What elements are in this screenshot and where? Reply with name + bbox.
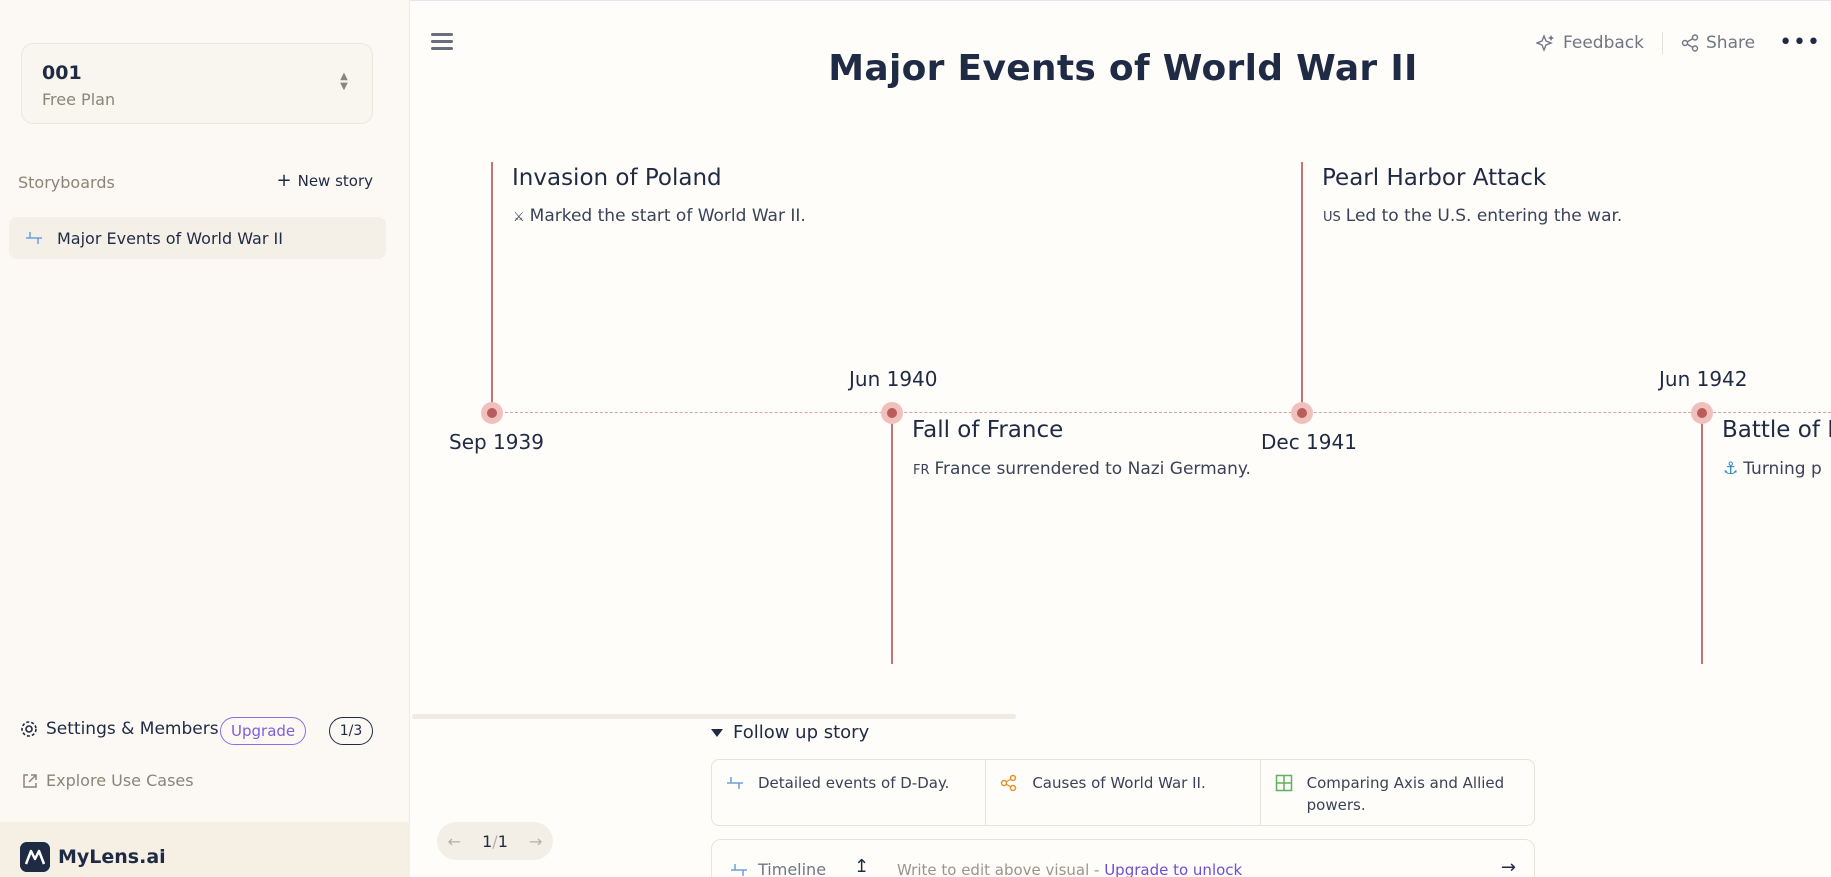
follow-up-card[interactable]: Causes of World War II. — [986, 760, 1261, 825]
upgrade-link[interactable]: Upgrade to unlock — [1104, 861, 1243, 877]
chevron-up-down-icon: ▲ ▼ — [340, 71, 348, 92]
settings-label: Settings & Members — [46, 719, 219, 739]
timeline-node[interactable] — [1691, 402, 1713, 424]
top-divider — [410, 0, 1831, 4]
plan-switcher[interactable]: 001 Free Plan ▲ ▼ — [21, 43, 373, 124]
settings-members-button[interactable]: Settings & Members — [20, 719, 219, 739]
sidebar-item-story[interactable]: Major Events of World War II — [9, 217, 386, 259]
follow-up-card[interactable]: Comparing Axis and Allied powers. — [1261, 760, 1534, 825]
event-date: Jun 1940 — [849, 367, 938, 391]
hamburger-menu-icon[interactable] — [431, 33, 453, 51]
timeline-icon — [26, 232, 42, 244]
network-icon — [1001, 774, 1017, 792]
page-navigator: ← 1/1 → — [437, 822, 553, 860]
explore-use-cases-link[interactable]: Explore Use Cases — [22, 771, 194, 790]
plus-icon: + — [276, 170, 292, 191]
grid-icon — [1275, 774, 1292, 792]
upload-icon[interactable]: ↥ — [854, 856, 870, 877]
event-title[interactable]: Fall of France — [912, 417, 1064, 443]
follow-up-card-label: Causes of World War II. — [1032, 774, 1206, 792]
storyboards-heading: Storyboards — [18, 173, 115, 192]
edit-input-bar[interactable]: Timeline ↥ Write to edit above visual - … — [711, 839, 1535, 877]
anchor-icon: ⚓ — [1723, 459, 1739, 479]
brand-footer: MyLens.ai — [0, 822, 410, 877]
explore-label: Explore Use Cases — [46, 771, 194, 790]
follow-up-cards: Detailed events of D-Day. Causes of Worl… — [711, 759, 1535, 826]
send-arrow-icon[interactable]: → — [1500, 857, 1516, 877]
action-divider — [1662, 31, 1663, 54]
event-description: FR France surrendered to Nazi Germany. — [913, 459, 1251, 479]
arrow-right-icon[interactable]: → — [529, 831, 543, 851]
upgrade-button[interactable]: Upgrade — [220, 717, 307, 745]
caret-down-icon — [711, 728, 723, 737]
feedback-button[interactable]: Feedback — [1518, 33, 1662, 53]
horizontal-scrollbar[interactable] — [412, 714, 1016, 719]
timeline-stem — [1701, 412, 1703, 664]
swords-icon: ⚔ — [513, 210, 525, 225]
external-link-icon — [23, 773, 37, 788]
top-actions: Feedback Share ••• — [1518, 30, 1821, 55]
sidebar: 001 Free Plan ▲ ▼ Storyboards + New story… — [0, 0, 410, 877]
plan-tier: Free Plan — [42, 90, 116, 109]
event-description: ⚓ Turning p — [1723, 459, 1822, 479]
event-title[interactable]: Invasion of Poland — [512, 165, 722, 191]
more-options-icon[interactable]: ••• — [1779, 30, 1821, 55]
event-date: Dec 1941 — [1261, 430, 1357, 454]
share-label: Share — [1706, 32, 1756, 53]
timeline-node[interactable] — [481, 402, 503, 424]
timeline-stem — [891, 412, 893, 664]
share-icon — [1681, 33, 1699, 52]
event-date: Sep 1939 — [449, 430, 544, 454]
timeline-axis — [490, 412, 1831, 413]
brand-name: MyLens.ai — [58, 846, 166, 868]
gear-icon — [21, 721, 37, 737]
new-story-button[interactable]: + New story — [276, 170, 374, 191]
timeline-stem — [1301, 162, 1303, 412]
follow-up-card[interactable]: Detailed events of D-Day. — [712, 760, 987, 825]
share-button[interactable]: Share — [1663, 33, 1773, 53]
follow-up-label: Follow up story — [733, 722, 870, 743]
timeline-icon — [727, 777, 743, 789]
timeline-node[interactable] — [1291, 402, 1313, 424]
story-label: Major Events of World War II — [57, 228, 283, 248]
mylens-logo-icon — [20, 842, 50, 872]
event-title[interactable]: Pearl Harbor Attack — [1322, 165, 1547, 191]
new-story-label: New story — [297, 172, 373, 190]
follow-up-card-label: Comparing Axis and Allied powers. — [1306, 774, 1505, 814]
page-title: Major Events of World War II — [828, 48, 1418, 89]
timeline-icon — [731, 863, 747, 876]
mode-label: Timeline — [758, 860, 827, 877]
mode-selector[interactable]: Timeline — [730, 860, 826, 877]
follow-up-toggle[interactable]: Follow up story — [711, 722, 869, 743]
sparkle-icon — [1536, 33, 1555, 52]
plan-name: 001 — [42, 62, 82, 84]
follow-up-card-label: Detailed events of D-Day. — [758, 774, 950, 792]
timeline-stem — [491, 162, 493, 412]
flag-us-icon: US — [1323, 210, 1341, 225]
event-description: ⚔ Marked the start of World War II. — [513, 206, 806, 226]
edit-input[interactable]: Write to edit above visual - Upgrade to … — [897, 861, 1243, 877]
feedback-label: Feedback — [1563, 32, 1644, 53]
flag-fr-icon: FR — [913, 463, 930, 478]
event-title[interactable]: Battle of M — [1722, 417, 1831, 443]
usage-count-badge: 1/3 — [329, 717, 373, 745]
timeline-node[interactable] — [881, 402, 903, 424]
event-description: US Led to the U.S. entering the war. — [1323, 206, 1623, 226]
arrow-left-icon[interactable]: ← — [447, 831, 461, 851]
current-page: 1/1 — [482, 831, 508, 851]
event-date: Jun 1942 — [1659, 367, 1748, 391]
